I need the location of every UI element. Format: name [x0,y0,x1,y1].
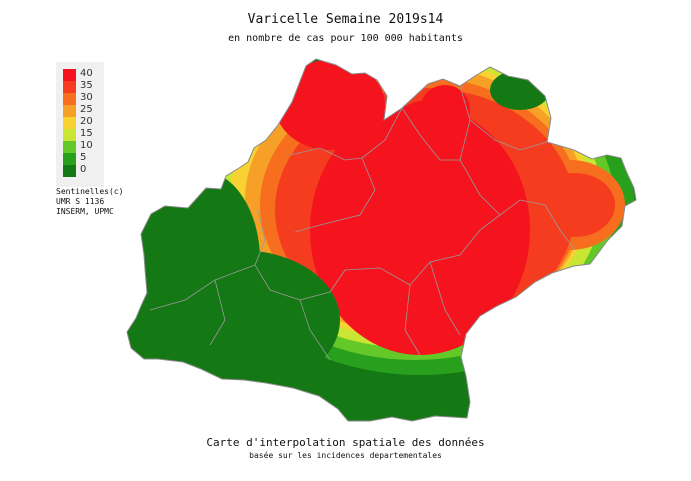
color-contour-layer [127,59,636,421]
contour-level-0-west [140,170,260,350]
credits-line: UMR S 1136 [56,197,105,206]
department-border [429,261,461,336]
department-border [299,267,411,301]
legend-label: 20 [80,116,93,127]
contour-level-35-east [535,173,615,237]
legend-label: 25 [80,104,93,115]
legend-swatch [63,141,76,153]
department-border [149,264,256,311]
legend-label: 10 [80,140,93,151]
legend-item-40: 40 [63,68,103,81]
legend-item-30: 30 [63,92,103,105]
department-border [459,119,501,216]
legend-swatch [63,81,76,93]
legend-item-15: 15 [63,128,103,141]
credits-line: Sentinelles(c) [56,187,124,196]
map-title: Varicelle Semaine 2019s14 [247,12,444,27]
contour-level-40-link [335,115,405,165]
department-border [294,157,376,233]
department-border [544,204,576,251]
department-border [299,299,331,361]
legend-swatch [63,93,76,105]
credits: Sentinelles(c) UMR S 1136 INSERM, UPMC [56,187,123,217]
contour-level-40-ne [420,85,470,135]
legend-label: 15 [80,128,93,139]
legend-label: 40 [80,68,93,79]
department-border [459,85,548,151]
legend-swatch [63,153,76,165]
legend-label: 30 [80,92,93,103]
contour-level-0-south [340,375,500,421]
color-legend: 40 35 30 25 20 15 10 5 0 [56,62,104,187]
legend-swatch [63,165,76,177]
department-border [209,279,226,346]
legend-swatch [63,105,76,117]
map-subtitle: en nombre de cas pour 100 000 habitants [228,33,463,44]
map-caption: Carte d'interpolation spatiale des donné… [206,436,485,449]
legend-label: 35 [80,80,93,91]
legend-item-35: 35 [63,80,103,93]
map-caption-sub: basée sur les incidences departementales [249,451,442,460]
department-border [404,284,421,356]
department-border [401,107,460,161]
legend-item-5: 5 [63,152,103,165]
department-borders [149,85,576,361]
legend-swatch [63,129,76,141]
contour-level-0-north [490,70,550,110]
legend-item-10: 10 [63,140,103,153]
legend-item-20: 20 [63,116,103,129]
legend-label: 0 [80,164,87,175]
legend-item-25: 25 [63,104,103,117]
credits-line: INSERM, UPMC [56,207,114,216]
legend-swatch [63,69,76,81]
department-border [289,107,403,161]
legend-label: 5 [80,152,87,163]
legend-item-0: 0 [63,164,103,177]
legend-swatch [63,117,76,129]
